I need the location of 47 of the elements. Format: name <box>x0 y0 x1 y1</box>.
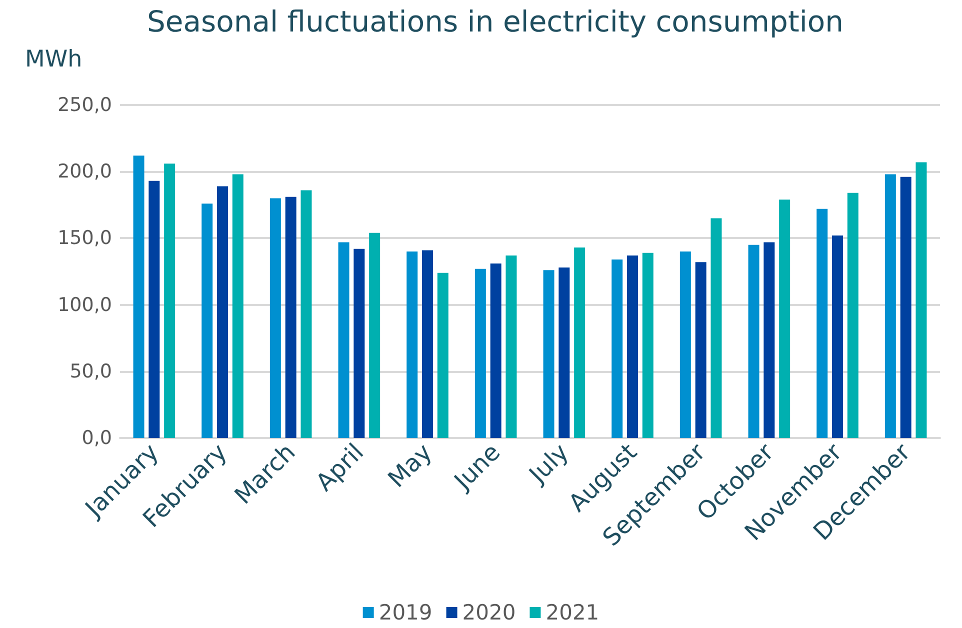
bar <box>916 162 927 438</box>
legend-label: 2021 <box>546 600 600 624</box>
bar <box>406 252 418 438</box>
bar <box>506 256 517 438</box>
bar <box>574 248 586 438</box>
bar <box>832 236 843 438</box>
bar <box>748 244 760 438</box>
bar <box>680 252 691 438</box>
bar <box>695 262 706 438</box>
bar <box>422 250 433 438</box>
bar <box>779 200 790 438</box>
y-tick-label: 150,0 <box>58 227 112 250</box>
bar <box>847 192 858 438</box>
legend-label: 2020 <box>462 600 516 624</box>
bar <box>164 164 176 438</box>
bar <box>300 190 312 438</box>
bar <box>270 198 281 438</box>
bar <box>710 218 722 438</box>
bar <box>764 242 775 438</box>
bar <box>490 264 502 438</box>
chart-title: Seasonal fluctuations in electricity consumption <box>147 4 844 38</box>
bar <box>202 204 213 438</box>
legend-label: 2019 <box>378 600 432 624</box>
bar <box>543 270 554 438</box>
bar <box>133 156 144 438</box>
bar <box>558 268 570 438</box>
bar <box>217 186 228 438</box>
bar <box>612 260 623 438</box>
bar <box>627 256 638 438</box>
y-tick-label: 50,0 <box>70 360 112 382</box>
bar <box>285 196 296 438</box>
y-tick-label: 100,0 <box>58 294 112 316</box>
bar <box>232 174 244 438</box>
bar <box>900 176 912 438</box>
bar <box>474 268 486 438</box>
bar <box>642 252 654 438</box>
y-tick-label: 250,0 <box>58 94 112 116</box>
bar <box>369 232 380 438</box>
bar <box>884 174 896 438</box>
y-tick-label: 0,0 <box>82 427 112 449</box>
y-axis-title: MWh <box>25 46 82 72</box>
bar <box>338 242 350 438</box>
bar <box>148 180 160 438</box>
y-tick-label: 200,0 <box>58 160 112 183</box>
bar <box>354 248 365 438</box>
bar <box>816 208 828 438</box>
bar <box>437 272 448 438</box>
